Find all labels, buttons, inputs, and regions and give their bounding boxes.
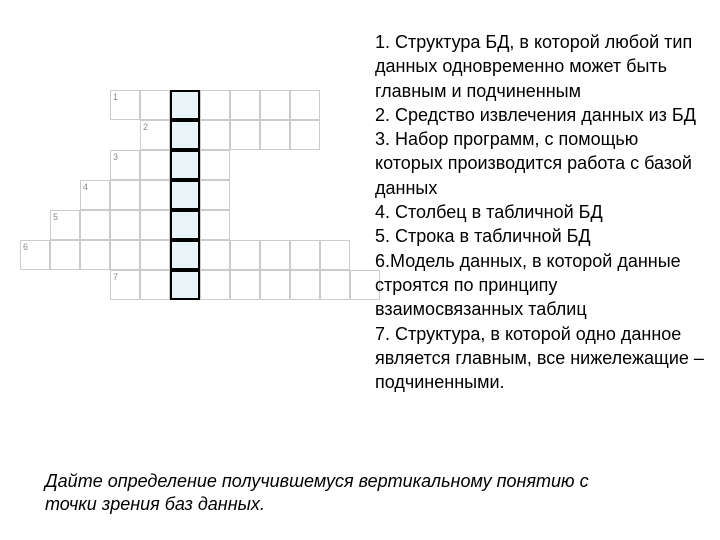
crossword-cell xyxy=(290,240,320,270)
crossword-cell xyxy=(290,120,320,150)
crossword-cell xyxy=(170,210,200,240)
crossword-cell xyxy=(140,90,170,120)
cell-number: 4 xyxy=(83,182,88,192)
crossword-cell xyxy=(200,90,230,120)
crossword-cell xyxy=(290,90,320,120)
crossword-cell xyxy=(230,90,260,120)
crossword-cell xyxy=(170,90,200,120)
crossword-cell xyxy=(140,240,170,270)
crossword-cell: 4 xyxy=(80,180,110,210)
footer-text: Дайте определение получившемуся вертикал… xyxy=(45,470,645,517)
crossword-cell xyxy=(110,180,140,210)
crossword-cell xyxy=(80,210,110,240)
cell-number: 2 xyxy=(143,122,148,132)
crossword-cell xyxy=(230,270,260,300)
crossword-cell xyxy=(200,150,230,180)
clue-list: 1. Структура БД, в которой любой тип дан… xyxy=(375,30,710,394)
crossword-cell xyxy=(320,240,350,270)
cell-number: 1 xyxy=(113,92,118,102)
cell-number: 6 xyxy=(23,242,28,252)
crossword-cell xyxy=(200,270,230,300)
crossword-cell: 7 xyxy=(110,270,140,300)
clue-item: 5. Строка в табличной БД xyxy=(375,224,710,248)
crossword-cell xyxy=(170,180,200,210)
crossword-cell xyxy=(140,150,170,180)
crossword-cell xyxy=(200,240,230,270)
crossword-cell xyxy=(50,240,80,270)
crossword-cell xyxy=(260,120,290,150)
crossword-cell xyxy=(170,270,200,300)
crossword-cell xyxy=(200,210,230,240)
crossword-cell xyxy=(290,270,320,300)
crossword-cell xyxy=(260,270,290,300)
clue-item: 3. Набор программ, с помощью которых про… xyxy=(375,127,710,200)
crossword-cell xyxy=(170,150,200,180)
crossword-cell: 6 xyxy=(20,240,50,270)
clue-item: 6.Модель данных, в которой данные строят… xyxy=(375,249,710,322)
crossword-cell xyxy=(140,210,170,240)
crossword-cell xyxy=(200,120,230,150)
clue-item: 4. Столбец в табличной БД xyxy=(375,200,710,224)
cell-number: 3 xyxy=(113,152,118,162)
crossword-cell: 1 xyxy=(110,90,140,120)
crossword-cell xyxy=(140,180,170,210)
crossword-cell xyxy=(230,240,260,270)
crossword-cell xyxy=(230,120,260,150)
crossword-cell xyxy=(260,240,290,270)
crossword-cell: 3 xyxy=(110,150,140,180)
cell-number: 5 xyxy=(53,212,58,222)
crossword-cell xyxy=(320,270,350,300)
crossword-cell xyxy=(110,240,140,270)
cell-number: 7 xyxy=(113,272,118,282)
crossword-cell: 2 xyxy=(140,120,170,150)
crossword-cell: 5 xyxy=(50,210,80,240)
crossword-cell xyxy=(170,120,200,150)
clue-item: 7. Структура, в которой одно данное явля… xyxy=(375,322,710,395)
crossword-cell xyxy=(140,270,170,300)
clue-item: 2. Средство извлечения данных из БД xyxy=(375,103,710,127)
crossword-cell xyxy=(170,240,200,270)
crossword-cell xyxy=(260,90,290,120)
crossword-cell xyxy=(110,210,140,240)
clue-item: 1. Структура БД, в которой любой тип дан… xyxy=(375,30,710,103)
crossword-cell xyxy=(200,180,230,210)
crossword-cell xyxy=(80,240,110,270)
